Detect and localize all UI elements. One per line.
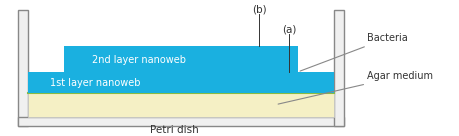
Text: (b): (b) xyxy=(252,4,267,14)
Bar xyxy=(334,10,344,126)
Text: Bacteria: Bacteria xyxy=(300,33,408,71)
Bar xyxy=(28,72,334,93)
Text: Agar medium: Agar medium xyxy=(278,71,433,104)
Bar xyxy=(28,93,334,117)
Text: 2nd layer nanoweb: 2nd layer nanoweb xyxy=(92,55,186,65)
Bar xyxy=(18,117,344,126)
Bar xyxy=(64,46,298,72)
Text: 1st layer nanoweb: 1st layer nanoweb xyxy=(50,78,141,88)
Text: Petri dish: Petri dish xyxy=(150,125,199,135)
Bar xyxy=(18,10,28,126)
Text: (a): (a) xyxy=(282,24,297,35)
